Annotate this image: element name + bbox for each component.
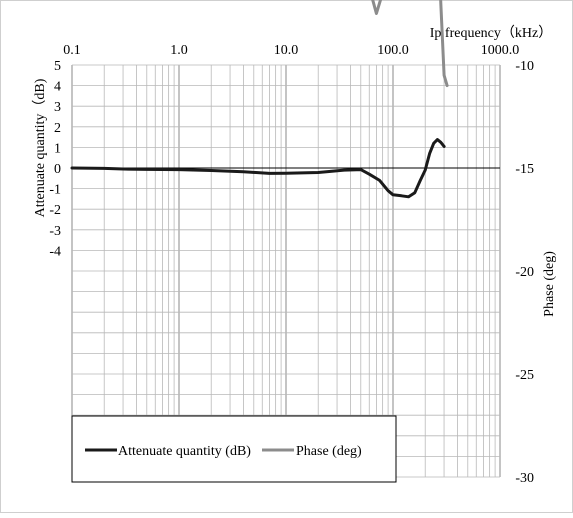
y-right-tick-label: -15 — [515, 162, 534, 177]
y-right-tick-label: -20 — [515, 265, 534, 280]
x-tick-label: 1000.0 — [481, 43, 520, 58]
x-tick-label: 1.0 — [170, 43, 188, 58]
x-tick-label: 100.0 — [377, 43, 409, 58]
y-left-tick-label: -1 — [49, 183, 61, 198]
y-right-tick-label: -10 — [515, 59, 534, 74]
x-axis-title: Ip frequency（kHz） — [430, 25, 552, 41]
y-left-axis-title: Attenuate quantity（dB) — [32, 78, 48, 217]
legend-box — [71, 415, 397, 483]
y-left-tick-label: -3 — [49, 224, 61, 239]
legend-label-attenuate: Attenuate quantity (dB) — [118, 444, 251, 459]
y-right-tick-label: -25 — [515, 368, 534, 383]
series-line-attenuate — [70, 138, 446, 199]
legend-label-phase: Phase (deg) — [296, 444, 362, 459]
y-right-tick-label: -30 — [515, 471, 534, 486]
y-left-tick-label: 4 — [54, 80, 61, 95]
y-left-tick-label: -4 — [49, 244, 61, 259]
y-left-tick-label: 0 — [54, 162, 61, 177]
x-tick-label: 0.1 — [63, 43, 81, 58]
legend: Attenuate quantity (dB) Phase (deg) — [71, 415, 397, 483]
y-right-axis-title: Phase (deg) — [542, 251, 557, 317]
series-group — [70, 0, 449, 199]
y-left-tick-label: 2 — [54, 121, 61, 136]
grid — [71, 64, 501, 478]
y-left-tick-label: 5 — [54, 59, 61, 74]
tick-labels: 0.11.010.0100.01000.0543210-1-2-3-425201… — [49, 43, 534, 486]
x-tick-label: 10.0 — [274, 43, 299, 58]
y-left-tick-label: 3 — [54, 100, 61, 115]
y-left-tick-label: -2 — [49, 203, 61, 218]
y-left-tick-label: 1 — [54, 141, 61, 156]
